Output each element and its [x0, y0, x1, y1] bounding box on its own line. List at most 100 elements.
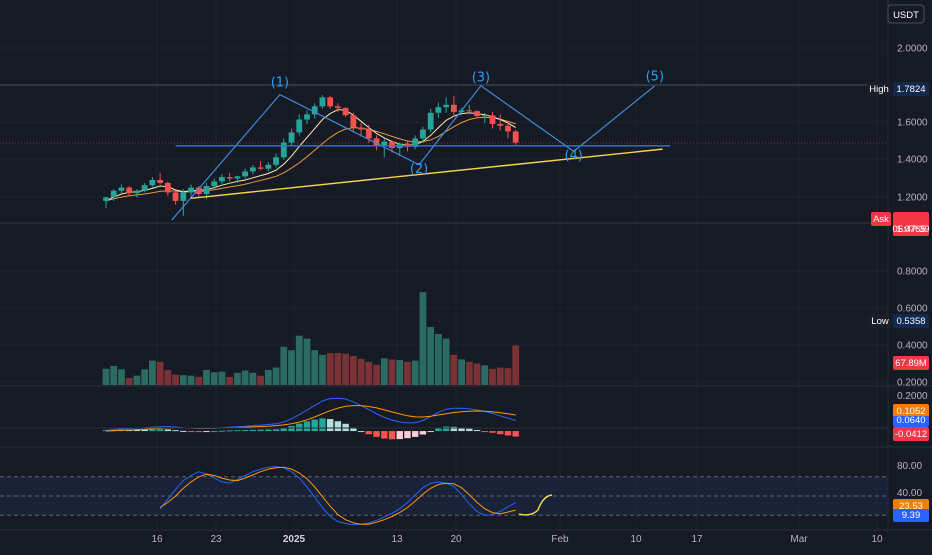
- macd-histogram-bar: [241, 429, 249, 432]
- candle-body: [497, 123, 504, 126]
- macd-histogram-bar: [427, 431, 434, 433]
- volume-bar: [218, 371, 226, 385]
- wave-label: (1): [271, 75, 289, 90]
- volume-bar: [133, 375, 141, 385]
- high-value-badge-box: [893, 82, 929, 96]
- volume-bar: [349, 356, 357, 385]
- volume-bar: [295, 335, 303, 385]
- macd-line: [105, 397, 516, 431]
- candlesticks: [103, 95, 519, 216]
- low-label-badge-text: Low: [871, 316, 889, 327]
- volume-bars: [102, 292, 520, 385]
- candle-body: [335, 106, 341, 108]
- candle-body: [450, 104, 457, 112]
- candle-body: [188, 187, 194, 193]
- macd-histogram-badge: -0.0412: [893, 427, 929, 441]
- candle-body: [435, 107, 442, 113]
- price-tick-label: 0.4000: [897, 341, 928, 352]
- macd-pane: [0, 397, 888, 440]
- macd-histogram-bar: [133, 429, 141, 432]
- candle-body: [381, 141, 388, 146]
- macd-histogram-bar: [203, 431, 210, 433]
- macd-histogram-bar: [249, 429, 257, 432]
- currency-button[interactable]: USDT: [887, 4, 925, 24]
- candle-body: [126, 187, 133, 194]
- elliott-wave-line: [171, 84, 656, 221]
- volume-bar: [210, 372, 218, 385]
- volume-bar: [326, 353, 334, 385]
- time-tick-label: 20: [450, 534, 462, 545]
- volume-bar: [473, 363, 481, 385]
- macd-histogram-bar: [226, 430, 233, 432]
- candle-body: [180, 192, 187, 201]
- volume-bar: [342, 353, 350, 385]
- volume-bar: [156, 361, 164, 385]
- macd-histogram-bar: [172, 430, 179, 432]
- price-tick-label: 0.2000: [897, 378, 928, 389]
- macd-histogram-bar: [319, 418, 326, 432]
- ask-label-badge-text: Ask: [873, 214, 889, 225]
- volume-bar: [148, 360, 156, 385]
- macd-histogram-bar: [435, 428, 442, 432]
- volume-value-badge-text: 67.89M: [895, 358, 927, 369]
- time-tick-label: 16: [151, 534, 163, 545]
- volume-bar: [257, 375, 264, 385]
- macd-histogram-bar: [481, 431, 488, 433]
- ma-fast-line: [105, 108, 516, 202]
- macd-histogram-bar: [326, 419, 334, 432]
- volume-bar: [411, 360, 419, 385]
- stochastic-d-badge-text: 9.39: [902, 510, 921, 521]
- volume-bar: [118, 369, 125, 385]
- macd-histogram-bar: [388, 431, 396, 440]
- volume-bar: [203, 369, 210, 385]
- candle-body: [118, 187, 125, 191]
- candle-body: [296, 119, 303, 133]
- volume-bar: [334, 353, 342, 385]
- macd-value-badge: 0.1052: [893, 404, 929, 418]
- price-tick-label: 1.2000: [897, 193, 928, 204]
- volume-bar: [388, 359, 396, 385]
- stochastic-tick-label: 40.00: [897, 488, 922, 499]
- candle-body: [489, 115, 496, 124]
- candle-body: [141, 185, 148, 191]
- macd-histogram-bar: [350, 427, 357, 432]
- candle-body: [358, 127, 364, 130]
- low-value-badge: 0.5358: [893, 314, 929, 328]
- time-tick-label: 13: [391, 534, 403, 545]
- macd-histogram-bar: [466, 428, 473, 432]
- macd-tick-label: 0.2000: [897, 391, 928, 402]
- volume-bar: [458, 359, 465, 385]
- stochastic-k-line: [159, 466, 516, 526]
- volume-bar: [512, 345, 520, 385]
- macd-histogram-bar: [404, 431, 411, 439]
- volume-bar: [450, 354, 458, 385]
- wave-label: (2): [410, 162, 428, 177]
- macd-histogram-bar: [365, 431, 373, 435]
- macd-histogram-bar: [450, 426, 458, 432]
- time-axis[interactable]: 16 23 2025 13 20 Feb 10 17 Mar 10: [0, 529, 932, 545]
- stochastic-pane: [0, 466, 888, 526]
- candle-body: [110, 190, 117, 198]
- macd-histogram-bar: [149, 429, 156, 432]
- macd-histogram-bar: [373, 431, 380, 437]
- macd-signal-badge-text: 0.0640: [896, 415, 925, 426]
- ask-label-badge: Ask: [871, 212, 891, 226]
- volume-bar: [102, 368, 110, 385]
- candle-body: [327, 97, 334, 107]
- volume-bar: [427, 327, 435, 385]
- ask-value-badge-text: 1.0765: [896, 224, 925, 235]
- candle-body: [311, 106, 318, 115]
- macd-histogram-bar: [396, 431, 403, 440]
- volume-bar: [404, 361, 411, 385]
- volume-bar: [396, 360, 404, 385]
- ask-countdown: 05:47:39: [893, 224, 930, 235]
- pattern-drawings[interactable]: (1) (2) (3) (4) (5): [171, 70, 671, 221]
- high-value-badge: 1.7824: [893, 82, 929, 96]
- macd-histogram-bar: [265, 429, 272, 432]
- volume-bar: [504, 368, 512, 385]
- volume-bar: [179, 375, 187, 385]
- stochastic-projection: [518, 494, 553, 516]
- macd-histogram-bar: [342, 423, 349, 432]
